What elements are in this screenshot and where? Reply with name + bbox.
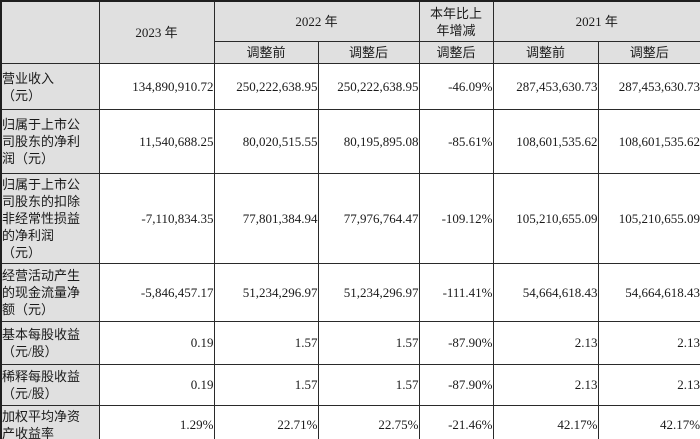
cell-2022-adjusted-before: 1.57 xyxy=(213,364,319,406)
cell-2022-adjusted-after: 80,195,895.08 xyxy=(317,109,420,174)
cell-2023-value: 11,540,688.25 xyxy=(98,109,215,174)
table-row-net-profit-excl-nonrecurring: 归属于上市公 司股东的扣除 非经常性损益 的净利润 （元） -7,110,834… xyxy=(0,173,700,264)
cell-yoy-change: -46.09% xyxy=(418,63,494,110)
cell-yoy-change: -85.61% xyxy=(418,109,494,174)
cell-2023-value: 0.19 xyxy=(98,364,215,406)
cell-2022-adjusted-after: 250,222,638.95 xyxy=(317,63,420,110)
subheader-2021-adjusted-before: 调整前 xyxy=(492,41,599,64)
cell-2021-adjusted-before: 105,210,655.09 xyxy=(492,173,599,264)
cell-2022-adjusted-before: 77,801,384.94 xyxy=(213,173,319,264)
cell-2021-adjusted-after: 2.13 xyxy=(597,364,700,406)
header-yoy-change: 本年比上 年增减 xyxy=(418,0,494,42)
subheader-2021-adjusted-after: 调整后 xyxy=(597,41,700,64)
header-2022: 2022 年 xyxy=(213,0,420,42)
cell-2022-adjusted-after: 1.57 xyxy=(317,364,420,406)
table-row-operating-cash-flow: 经营活动产生 的现金流量净 额（元） -5,846,457.17 51,234,… xyxy=(0,263,700,322)
table-row-net-profit: 归属于上市公 司股东的净利 润（元） 11,540,688.25 80,020,… xyxy=(0,109,700,174)
cell-2021-adjusted-after: 108,601,535.62 xyxy=(597,109,700,174)
subheader-2022-adjusted-before: 调整前 xyxy=(213,41,319,64)
cell-2021-adjusted-after: 287,453,630.73 xyxy=(597,63,700,110)
cell-2021-adjusted-before: 108,601,535.62 xyxy=(492,109,599,174)
row-label: 营业收入 （元） xyxy=(0,63,100,110)
cell-2021-adjusted-after: 42.17% xyxy=(597,405,700,439)
cell-2022-adjusted-before: 22.71% xyxy=(213,405,319,439)
cell-yoy-change: -109.12% xyxy=(418,173,494,264)
header-row-adjustments: 调整前 调整后 调整后 调整前 调整后 xyxy=(1,41,700,64)
cell-yoy-change: -87.90% xyxy=(418,364,494,406)
row-label: 经营活动产生 的现金流量净 额（元） xyxy=(0,263,100,322)
row-label: 归属于上市公 司股东的扣除 非经常性损益 的净利润 （元） xyxy=(0,173,100,264)
cell-2022-adjusted-before: 80,020,515.55 xyxy=(213,109,319,174)
subheader-2022-adjusted-after: 调整后 xyxy=(317,41,420,64)
cell-2021-adjusted-before: 287,453,630.73 xyxy=(492,63,599,110)
cell-2022-adjusted-before: 1.57 xyxy=(213,321,319,365)
cell-2021-adjusted-after: 54,664,618.43 xyxy=(597,263,700,322)
cell-2022-adjusted-before: 250,222,638.95 xyxy=(213,63,319,110)
cell-2023-value: 1.29% xyxy=(98,405,215,439)
cell-2021-adjusted-before: 42.17% xyxy=(492,405,599,439)
cell-2023-value: 134,890,910.72 xyxy=(98,63,215,110)
cell-yoy-change: -21.46% xyxy=(418,405,494,439)
cell-2023-value: 0.19 xyxy=(98,321,215,365)
table-row-diluted-eps: 稀释每股收益 （元/股） 0.19 1.57 1.57 -87.90% 2.13… xyxy=(0,364,700,406)
cell-yoy-change: -87.90% xyxy=(418,321,494,365)
cell-2021-adjusted-before: 2.13 xyxy=(492,321,599,365)
cell-2021-adjusted-before: 2.13 xyxy=(492,364,599,406)
cell-2022-adjusted-after: 1.57 xyxy=(317,321,420,365)
table-row-operating-revenue: 营业收入 （元） 134,890,910.72 250,222,638.95 2… xyxy=(0,63,700,110)
subheader-yoy-adjusted-after: 调整后 xyxy=(418,41,494,64)
row-label: 稀释每股收益 （元/股） xyxy=(0,364,100,406)
row-label: 归属于上市公 司股东的净利 润（元） xyxy=(0,109,100,174)
header-2021: 2021 年 xyxy=(492,0,700,42)
cell-2023-value: -5,846,457.17 xyxy=(98,263,215,322)
row-label: 基本每股收益 （元/股） xyxy=(0,321,100,365)
cell-2021-adjusted-after: 105,210,655.09 xyxy=(597,173,700,264)
cell-2021-adjusted-before: 54,664,618.43 xyxy=(492,263,599,322)
cell-2022-adjusted-after: 77,976,764.47 xyxy=(317,173,420,264)
table-row-weighted-avg-roe: 加权平均净资 产收益率 1.29% 22.71% 22.75% -21.46% … xyxy=(0,405,700,439)
cell-2023-value: -7,110,834.35 xyxy=(98,173,215,264)
cell-2022-adjusted-after: 22.75% xyxy=(317,405,420,439)
cell-2022-adjusted-before: 51,234,296.97 xyxy=(213,263,319,322)
corner-header-cell xyxy=(0,0,100,64)
header-row-years: 2023 年 2022 年 本年比上 年增减 2021 年 xyxy=(0,0,700,64)
cell-2022-adjusted-after: 51,234,296.97 xyxy=(317,263,420,322)
header-2023: 2023 年 xyxy=(98,0,215,64)
table-row-basic-eps: 基本每股收益 （元/股） 0.19 1.57 1.57 -87.90% 2.13… xyxy=(0,321,700,365)
row-label: 加权平均净资 产收益率 xyxy=(0,405,100,439)
cell-yoy-change: -111.41% xyxy=(418,263,494,322)
cell-2021-adjusted-after: 2.13 xyxy=(597,321,700,365)
